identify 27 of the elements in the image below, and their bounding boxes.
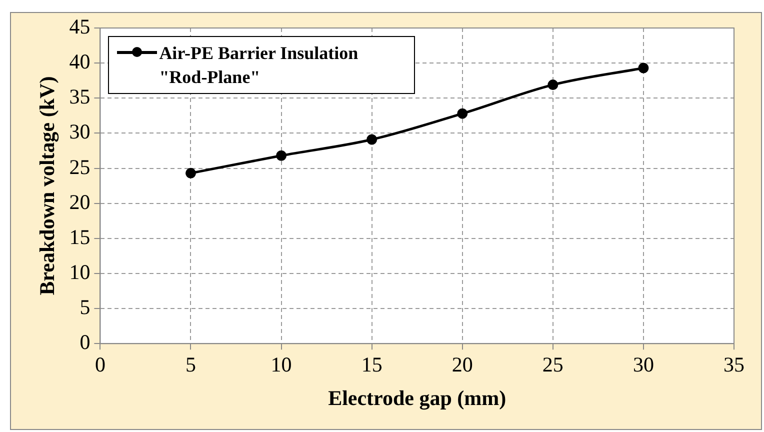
y-tick-label: 0 <box>80 330 90 354</box>
x-tick-label: 0 <box>94 352 106 377</box>
x-tick-label: 35 <box>724 352 744 377</box>
x-tick-label: 25 <box>542 352 564 377</box>
y-tick-label: 20 <box>69 190 90 214</box>
y-tick-label: 25 <box>69 154 90 179</box>
point <box>457 108 468 119</box>
point <box>276 150 287 161</box>
y-tick-label: 40 <box>69 50 90 74</box>
x-tick-label: 10 <box>270 352 292 377</box>
x-axis-title: Electrode gap (mm) <box>328 386 506 410</box>
y-tick-label: 45 <box>69 14 90 39</box>
x-tick-label: 20 <box>452 352 473 377</box>
legend-label: Air-PE Barrier Insulation "Rod-Plane" <box>159 42 360 89</box>
y-tick-label: 5 <box>80 295 90 320</box>
y-tick-label: 35 <box>69 84 90 109</box>
y-axis-title: Breakdown voltage (kV) <box>35 76 60 296</box>
x-tick-label: 15 <box>361 352 382 377</box>
point <box>366 134 378 145</box>
point <box>638 62 649 74</box>
x-tick-label: 30 <box>632 352 654 377</box>
y-tick-label: 30 <box>69 120 90 144</box>
point <box>548 80 558 90</box>
y-tick-label: 15 <box>69 224 90 249</box>
y-tick-label: 10 <box>69 260 90 284</box>
point <box>185 168 196 178</box>
x-tick-label: 5 <box>185 352 196 377</box>
